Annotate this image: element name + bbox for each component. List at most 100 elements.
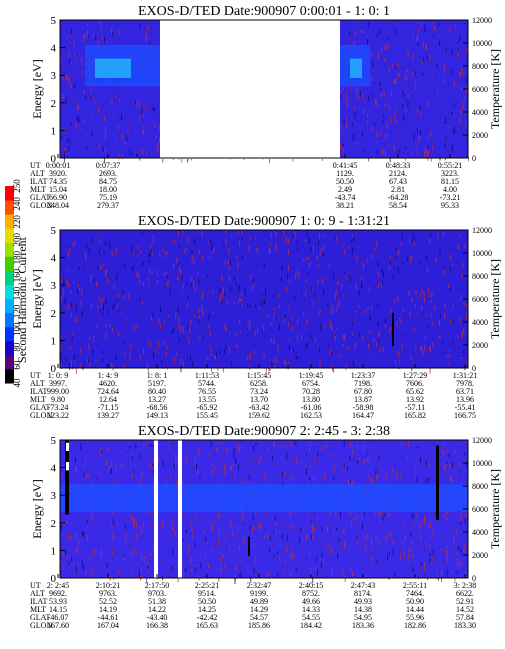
heatmap-cell: [287, 364, 289, 370]
heatmap-cell: [111, 549, 113, 557]
heatmap-cell: [427, 230, 429, 237]
heatmap-cell: [146, 34, 148, 41]
heatmap-cell: [294, 546, 296, 551]
heatmap-cell: [143, 442, 145, 448]
heatmap-cell: [192, 361, 194, 368]
heatmap-cell: [352, 133, 354, 141]
heatmap-cell: [224, 469, 226, 476]
heatmap-cell: [142, 261, 144, 265]
heatmap-cell: [200, 243, 202, 247]
heatmap-cell: [203, 530, 205, 534]
heatmap-cell: [104, 469, 106, 474]
heatmap-cell: [231, 472, 233, 479]
panels: EXOS-D/TED Date:900907 0:00:01 - 1: 0: 1…: [30, 4, 502, 630]
heatmap-cell: [201, 304, 203, 312]
heatmap-cell: [122, 554, 124, 557]
heatmap-cell: [238, 297, 240, 302]
heatmap-cell: [157, 542, 159, 548]
heatmap-cell: [461, 273, 463, 278]
heatmap-cell: [288, 339, 290, 342]
heatmap-cell: [437, 233, 439, 240]
heatmap-cell: [342, 467, 344, 471]
heatmap-cell: [173, 332, 175, 338]
heatmap-cell: [65, 549, 67, 556]
heatmap-cell: [410, 471, 412, 476]
heatmap-cell: [124, 323, 126, 329]
heatmap-cell: [345, 295, 347, 302]
heatmap-cell: [453, 242, 455, 245]
heatmap-cell: [244, 287, 246, 295]
heatmap-cell: [383, 139, 385, 142]
heatmap-cell: [304, 479, 306, 485]
heatmap-cell: [103, 250, 105, 255]
heatmap-cell: [260, 548, 262, 555]
heatmap-cell: [163, 575, 165, 578]
heatmap-cell: [362, 260, 364, 267]
heatmap-spot: [66, 462, 69, 471]
heatmap-cell: [452, 542, 454, 550]
heatmap-cell: [388, 510, 390, 517]
heatmap-cell: [408, 440, 410, 448]
heatmap-cell: [146, 440, 148, 444]
heatmap-cell: [453, 113, 455, 118]
heatmap-cell: [347, 346, 349, 351]
heatmap-cell: [346, 273, 348, 280]
heatmap-cell: [212, 516, 214, 523]
orbit-value: 2:25:21: [195, 581, 219, 590]
heatmap-cell: [133, 470, 135, 473]
heatmap-cell: [451, 111, 453, 116]
heatmap-cell: [103, 36, 105, 43]
heatmap-cell: [320, 247, 322, 253]
colorbar-tick-label: 100: [12, 322, 22, 336]
heatmap-cell: [448, 283, 450, 288]
heatmap-cell: [228, 247, 230, 255]
heatmap-cell: [309, 549, 311, 557]
heatmap-cell: [312, 524, 314, 531]
heatmap-cell: [210, 549, 212, 552]
heatmap-cell: [341, 283, 343, 290]
heatmap-cell: [141, 263, 143, 267]
heatmap-cell: [77, 548, 79, 551]
heatmap-cell: [318, 344, 320, 351]
heatmap-cell: [458, 545, 460, 551]
heatmap-cell: [186, 529, 188, 534]
heatmap-cell: [95, 34, 97, 41]
heatmap-cell: [368, 94, 370, 101]
heatmap-cell: [411, 255, 413, 259]
heatmap-cell: [118, 569, 120, 575]
heatmap-cell: [85, 94, 87, 100]
heatmap-cell: [214, 355, 216, 359]
heatmap-cell: [157, 144, 159, 151]
heatmap-cell: [273, 529, 275, 534]
orbit-value: 2:55:11: [403, 581, 427, 590]
heatmap-cell: [369, 315, 371, 322]
heatmap-cell: [239, 331, 241, 334]
heatmap-cell: [60, 560, 62, 564]
heatmap-cell: [445, 463, 447, 468]
heatmap-cell: [464, 22, 466, 25]
heatmap-cell: [419, 523, 421, 531]
heatmap-cell: [233, 451, 235, 458]
heatmap-cell: [317, 279, 319, 286]
heatmap-cell: [215, 351, 217, 358]
heatmap-cell: [343, 297, 345, 300]
y2-tick-label: 12000: [472, 226, 492, 235]
heatmap-cell: [221, 510, 223, 516]
heatmap-cell: [166, 283, 168, 288]
heatmap-cell: [415, 468, 417, 472]
heatmap-cell: [283, 230, 285, 233]
orbit-value: 167.04: [97, 621, 119, 630]
heatmap-cell: [388, 143, 390, 148]
heatmap-cell: [401, 442, 403, 447]
heatmap-cell: [387, 35, 389, 40]
heatmap-cell: [369, 331, 371, 335]
heatmap-cell: [149, 105, 151, 113]
orbit-value: 18.00: [99, 185, 117, 194]
heatmap-cell: [444, 304, 446, 310]
heatmap-cell: [427, 145, 429, 149]
heatmap-cell: [359, 91, 361, 97]
heatmap-cell: [67, 76, 69, 80]
heatmap-cell: [259, 307, 261, 310]
heatmap-cell: [443, 41, 445, 47]
orbit-value: 76.55: [198, 387, 216, 396]
